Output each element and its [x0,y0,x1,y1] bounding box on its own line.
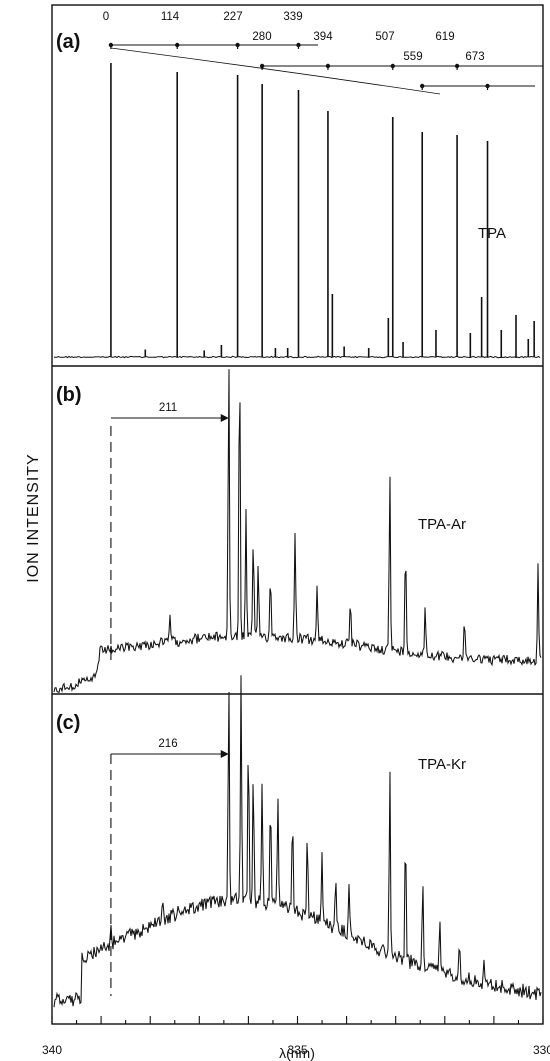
x-tick-label-340: 340 [42,1043,62,1057]
spectrum-trace-c [53,675,542,1008]
spectrum-trace-b [53,369,542,694]
panel-label-b: (b) [56,384,82,406]
y-axis-label: ION INTENSITY [25,453,42,582]
panel-name-a: TPA [478,225,506,242]
progression-label-227: 227 [223,11,242,23]
x-axis: 340 335 330 λ(nm) [42,1016,550,1061]
panel-c: (c) TPA-Kr 216 [52,675,543,1008]
progression-label-559: 559 [403,51,422,63]
shift-label-b: 211 [159,402,177,414]
progression-label-673: 673 [465,51,484,63]
x-tick-label-335: 335 [287,1043,307,1057]
progression-label-280: 280 [252,31,271,43]
panel-label-c: (c) [56,712,80,734]
progression-label-507: 507 [375,31,394,43]
progression-label-114: 114 [161,11,180,23]
panel-label-a: (a) [56,31,80,53]
x-axis-label: λ(nm) [279,1045,315,1061]
panel-b: (b) TPA-Ar 211 [52,365,543,694]
panel-name-c: TPA-Kr [418,756,466,773]
shift-arrowhead-c [220,750,229,758]
panel-a: (a) TPA 0 114 227 339 280 394 507 619 559 673 [51,4,544,1025]
shift-arrowhead-b [220,414,229,422]
panel-name-b: TPA-Ar [418,516,466,533]
plot-frame [51,4,544,1025]
progression-label-394: 394 [313,31,333,43]
shift-label-c: 216 [158,738,177,750]
progression-label-0: 0 [103,11,109,23]
x-tick-label-330: 330 [533,1043,550,1057]
progression-label-339: 339 [283,11,302,23]
progression-label-619: 619 [435,31,454,43]
trend-curve [110,47,441,95]
spectrum-trace-a [54,355,541,359]
